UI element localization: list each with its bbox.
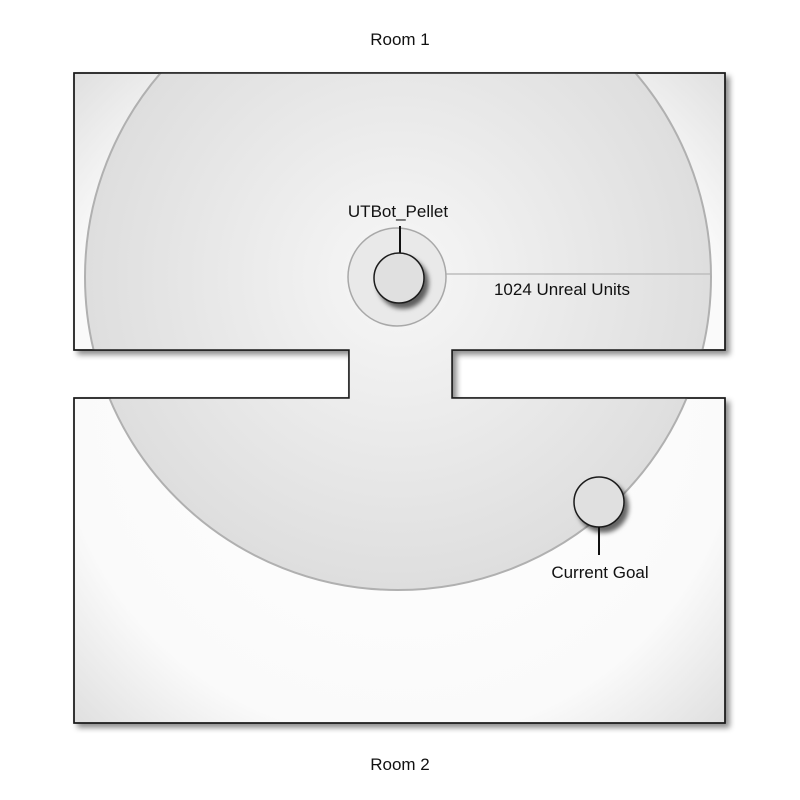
radius-label: 1024 Unreal Units bbox=[494, 280, 630, 299]
utbot-pellet-node bbox=[373, 252, 425, 304]
pellet-label: UTBot_Pellet bbox=[348, 202, 448, 221]
room-2-label: Room 2 bbox=[370, 755, 430, 774]
goal-label: Current Goal bbox=[551, 563, 648, 582]
floor-plan-walls-outline bbox=[73, 72, 726, 724]
current-goal-node bbox=[573, 476, 625, 528]
room-1-label: Room 1 bbox=[370, 30, 430, 49]
